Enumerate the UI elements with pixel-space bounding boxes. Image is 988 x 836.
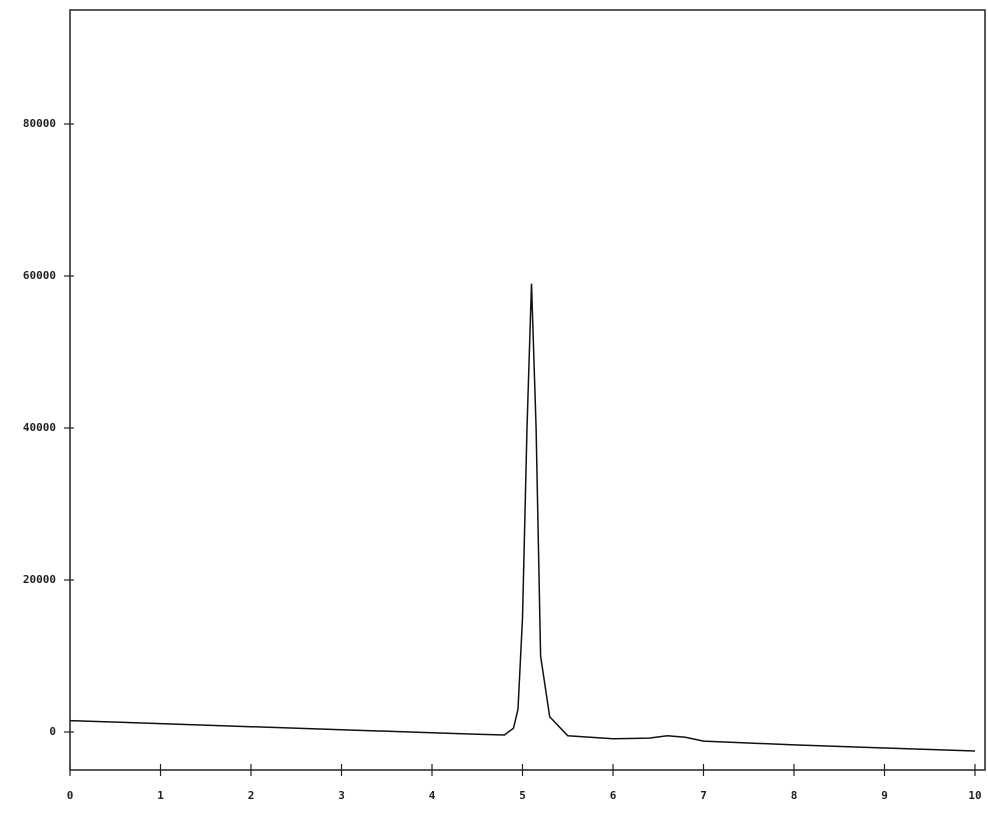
x-tick-label: 3	[338, 789, 345, 802]
x-tick-label: 4	[429, 789, 436, 802]
y-tick-label: 0	[49, 725, 56, 738]
x-tick-label: 6	[610, 789, 617, 802]
y-tick-label: 80000	[23, 117, 56, 130]
chart: 0 20000 40000 60000 80000 0 1 2 3 4 5 6 7 8 9 10	[0, 0, 988, 836]
x-tick-label: 1	[157, 789, 164, 802]
y-tick-label: 20000	[23, 573, 56, 586]
x-tick-label: 5	[519, 789, 526, 802]
x-tick-label: 8	[791, 789, 798, 802]
x-tick-label: 7	[700, 789, 707, 802]
x-tick-label: 9	[881, 789, 888, 802]
x-tick-label: 2	[248, 789, 255, 802]
y-tick-label: 40000	[23, 421, 56, 434]
y-tick-label: 60000	[23, 269, 56, 282]
x-tick-label: 10	[968, 789, 981, 802]
x-tick-label: 0	[67, 789, 74, 802]
trace-line	[70, 284, 975, 751]
